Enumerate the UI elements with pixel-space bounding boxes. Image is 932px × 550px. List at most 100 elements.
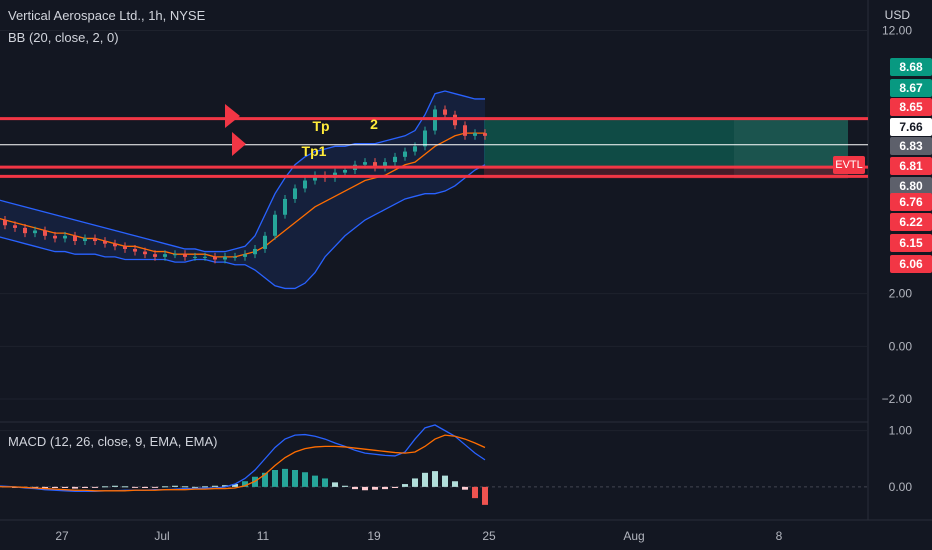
x-tick-label: 27 [55, 529, 69, 543]
signal-line [0, 434, 486, 492]
macd-histogram-bar [312, 475, 318, 487]
bb-legend: BB (20, close, 2, 0) [8, 30, 119, 45]
bb-band-fill [0, 91, 485, 289]
candle-body [373, 162, 377, 168]
candle-body [483, 133, 487, 136]
currency-label[interactable]: USD [884, 8, 910, 22]
candle-body [213, 256, 217, 260]
candle-body [123, 246, 127, 249]
candle-body [463, 125, 467, 136]
candle-body [193, 256, 197, 258]
macd-histogram-bar [282, 468, 288, 487]
candle-body [253, 248, 257, 255]
macd-histogram-bar [222, 485, 228, 487]
macd-histogram-bar [212, 485, 218, 487]
candle-body [73, 235, 77, 242]
macd-histogram-bar [472, 486, 478, 499]
macd-y-tick-label: 0.00 [889, 480, 913, 494]
candle-body [163, 254, 167, 257]
macd-histogram-bar [162, 486, 168, 488]
macd-histogram-bar [352, 486, 358, 490]
candle-body [393, 156, 397, 163]
macd-y-tick-label: 1.00 [889, 424, 913, 438]
y-tick-label: 12.00 [882, 24, 912, 38]
macd-histogram-bar [92, 486, 98, 488]
x-tick-label: Aug [623, 529, 644, 543]
x-tick-label: 25 [482, 529, 496, 543]
bb-upper-line [0, 90, 485, 253]
macd-histogram-bar [192, 486, 198, 488]
macd-histogram-bar [112, 485, 118, 487]
macd-histogram-bar [442, 475, 448, 487]
macd-histogram-bar [62, 486, 68, 488]
triangle-marker [225, 104, 240, 128]
price-tag: 6.06 [890, 255, 932, 273]
macd-histogram-bar [452, 481, 458, 487]
macd-histogram-bar [292, 470, 298, 487]
price-tag: 7.66 [890, 118, 932, 136]
candle-body [423, 130, 427, 147]
macd-histogram-bar [262, 472, 268, 487]
macd-histogram-bar [82, 486, 88, 488]
macd-histogram-bar [392, 486, 398, 488]
candle-body [403, 151, 407, 157]
price-tag: 6.80 [890, 177, 932, 195]
candle-body [233, 256, 237, 258]
candle-body [143, 251, 147, 255]
macd-histogram-bar [72, 486, 78, 489]
x-tick-label: 8 [776, 529, 783, 543]
macd-histogram-bar [322, 478, 328, 487]
chart-title: Vertical Aerospace Ltd., 1h, NYSE [8, 8, 206, 23]
candle-body [103, 241, 107, 244]
candle-body [153, 254, 157, 257]
macd-histogram-bar [182, 486, 188, 488]
price-tag: 6.15 [890, 234, 932, 252]
macd-histogram-bar [152, 486, 158, 488]
candle-body [443, 109, 447, 115]
macd-histogram-bar [462, 486, 468, 490]
macd-histogram-bar [102, 486, 108, 488]
macd-histogram-bar [362, 486, 368, 491]
y-tick-label: 0.00 [889, 339, 913, 353]
price-tag: 6.83 [890, 137, 932, 155]
x-tick-label: 11 [257, 529, 270, 543]
candle-body [43, 230, 47, 236]
macd-histogram-bar [122, 486, 128, 488]
macd-histogram-bar [142, 486, 148, 488]
candle-body [383, 162, 387, 168]
macd-histogram-bar [422, 472, 428, 487]
annotation-label: Tp1 [302, 143, 327, 159]
annotation-label: 2 [370, 116, 378, 132]
macd-histogram-bar [272, 470, 278, 487]
x-tick-label: Jul [154, 529, 169, 543]
bb-lower-line [0, 164, 486, 290]
macd-histogram-bar [302, 472, 308, 487]
stop-zone [484, 167, 848, 179]
candle-body [283, 198, 287, 215]
macd-histogram-bar [482, 486, 488, 505]
candle-body [113, 243, 117, 247]
symbol-tag: EVTL [833, 156, 865, 174]
candle-body [173, 254, 177, 256]
annotation-label: Tp [312, 118, 329, 134]
macd-histogram-bar [202, 486, 208, 488]
y-tick-label: −2.00 [882, 392, 913, 406]
price-tag: 6.22 [890, 213, 932, 231]
candle-body [363, 162, 367, 165]
macd-histogram-bar [412, 478, 418, 487]
candle-body [243, 254, 247, 257]
macd-histogram-bar [132, 486, 138, 488]
candle-body [93, 238, 97, 242]
candle-body [413, 146, 417, 152]
macd-histogram-bar [342, 485, 348, 487]
candle-body [33, 230, 37, 234]
macd-histogram-bar [382, 486, 388, 490]
candle-body [223, 256, 227, 260]
candle-body [133, 248, 137, 252]
candle-body [293, 188, 297, 199]
candle-body [53, 235, 57, 239]
macd-histogram-bar [42, 486, 48, 489]
price-tag: 8.67 [890, 79, 932, 97]
